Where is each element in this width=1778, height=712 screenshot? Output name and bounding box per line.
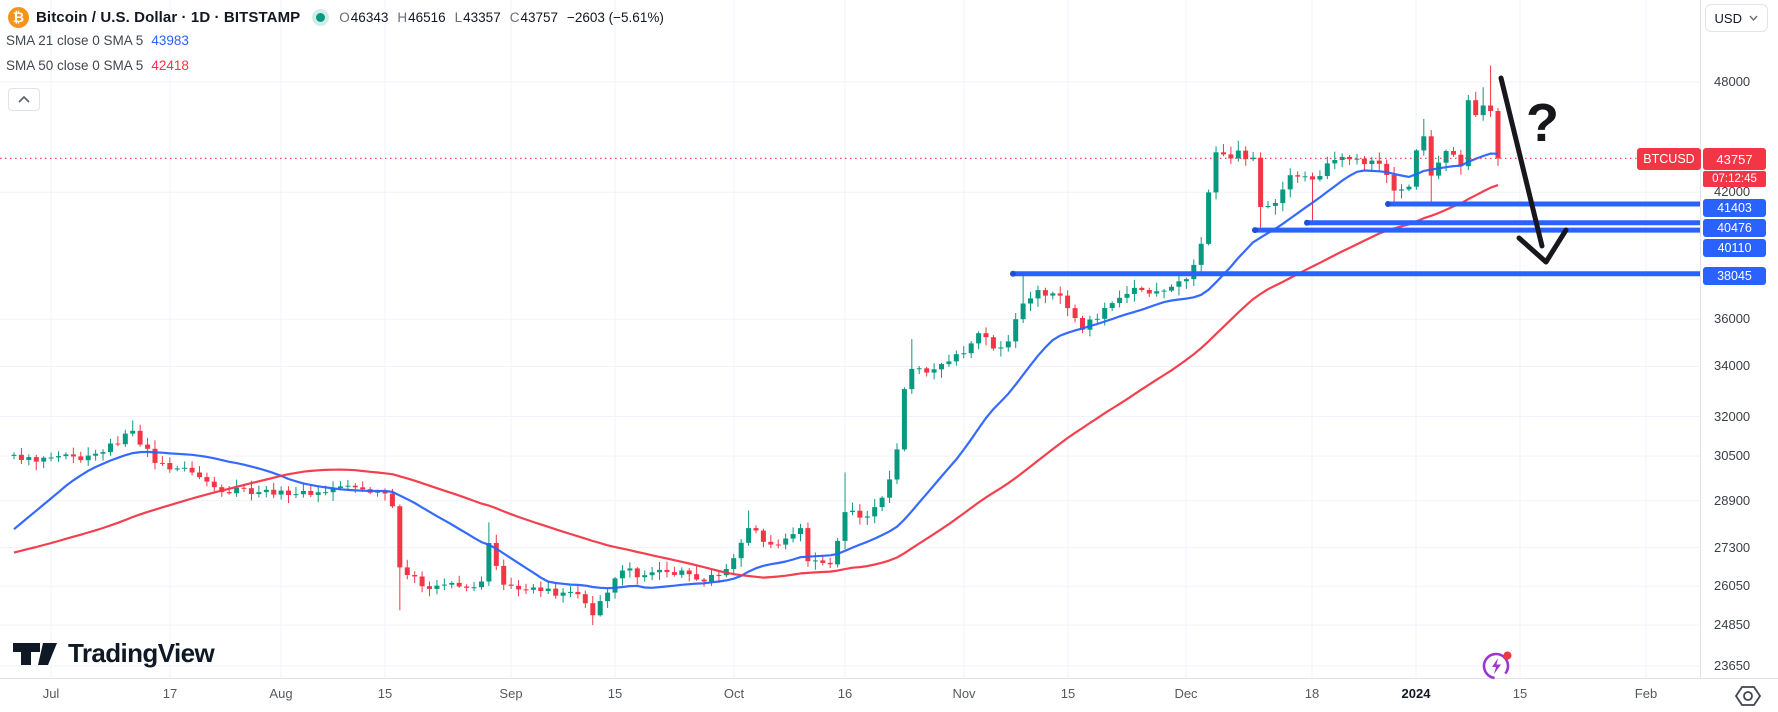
tradingview-logo[interactable]: TradingView <box>12 637 215 669</box>
time-tick-label: Nov <box>952 686 976 701</box>
price-tick-label: 30500 <box>1714 448 1751 464</box>
price-tick-label: 32000 <box>1714 408 1751 424</box>
question-mark-annotation[interactable]: ? <box>1526 93 1559 153</box>
chevron-down-icon <box>1749 15 1758 21</box>
level-price-badge: 41403 <box>1703 199 1766 217</box>
level-price-badge: 40110 <box>1703 239 1766 257</box>
time-tick-label: 16 <box>837 686 853 701</box>
ohlc-item: H46516 <box>397 9 446 25</box>
tradingview-logo-text: TradingView <box>68 637 215 668</box>
time-tick-label: 15 <box>607 686 623 701</box>
bitcoin-icon: ₿ <box>8 6 29 28</box>
time-tick-label: Feb <box>1634 686 1658 701</box>
tradingview-logo-icon <box>13 643 57 665</box>
symbol-badge: BTCUSD <box>1637 148 1701 170</box>
time-tick-label: 15 <box>1512 686 1528 701</box>
last-price-badge: 43757 <box>1703 148 1766 170</box>
price-tick-label: 23650 <box>1714 657 1751 673</box>
indicator-row-sma50[interactable]: SMA 50 close 0 SMA 5 42418 <box>6 58 189 73</box>
time-tick-label: 2024 <box>1401 686 1431 701</box>
time-tick-label: 17 <box>162 686 178 701</box>
symbol-title: Bitcoin / U.S. Dollar · 1D · BITSTAMP <box>36 8 301 26</box>
time-tick-label: Jul <box>42 686 60 701</box>
ohlc-item: C43757 <box>509 9 558 25</box>
time-tick-label: Dec <box>1174 686 1198 701</box>
price-tick-label: 26050 <box>1714 578 1751 594</box>
sma21-value: 43983 <box>151 33 189 48</box>
flash-ideas-icon[interactable] <box>1481 648 1515 682</box>
notification-dot <box>1503 651 1512 660</box>
time-tick-label: 18 <box>1304 686 1320 701</box>
currency-selector[interactable]: USD <box>1704 4 1768 32</box>
ohlc-item: O46343 <box>339 9 389 25</box>
change-value: −2603 (−5.61%) <box>567 9 664 25</box>
price-axis[interactable]: 48000 42000 36000 34000 32000 30500 28900 27300… <box>1700 0 1778 678</box>
price-tick-label: 27300 <box>1714 539 1751 555</box>
price-tick-label: 42000 <box>1714 184 1751 200</box>
collapse-indicators-button[interactable] <box>8 88 40 111</box>
level-price-badge: 40476 <box>1703 219 1766 237</box>
price-tick-label: 34000 <box>1714 358 1751 374</box>
sma21-label: SMA 21 close 0 SMA 5 <box>6 33 144 48</box>
bar-countdown-badge: 07:12:45 <box>1703 171 1766 187</box>
price-tick-label: 24850 <box>1714 617 1751 633</box>
ohlc-values: O46343 H46516 L43357 C43757 −2603 (−5.61%) <box>339 10 664 25</box>
ohlc-item: L43357 <box>454 9 501 25</box>
time-tick-label: 15 <box>1060 686 1076 701</box>
level-price-badge: 38045 <box>1703 267 1766 285</box>
time-tick-label: Sep <box>499 686 523 701</box>
price-tick-label: 28900 <box>1714 492 1751 508</box>
price-tick-label: 36000 <box>1714 311 1751 327</box>
time-tick-label: 15 <box>377 686 393 701</box>
currency-label: USD <box>1714 10 1742 26</box>
timezone-settings-icon[interactable] <box>1733 684 1763 708</box>
chevron-up-icon <box>18 96 30 103</box>
symbol-header[interactable]: ₿ Bitcoin / U.S. Dollar · 1D · BITSTAMP … <box>8 6 664 28</box>
time-tick-label: Aug <box>269 686 293 701</box>
sma50-value: 42418 <box>151 58 189 73</box>
time-axis[interactable]: Jul 17 Aug 15 Sep 15 Oct 16 Nov 15 Dec 18 2024 15 Feb <box>0 678 1778 712</box>
price-tick-label: 48000 <box>1714 74 1751 89</box>
series-status-dot <box>316 12 326 22</box>
time-tick-label: Oct <box>723 686 745 701</box>
indicator-row-sma21[interactable]: SMA 21 close 0 SMA 5 43983 <box>6 33 189 48</box>
sma50-label: SMA 50 close 0 SMA 5 <box>6 58 144 73</box>
